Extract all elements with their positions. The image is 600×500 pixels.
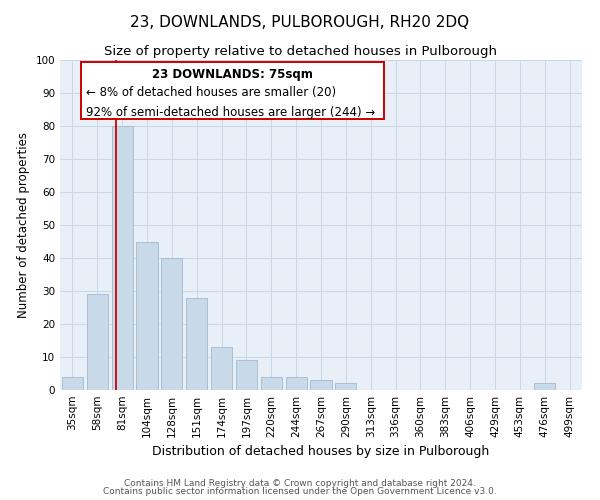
Bar xyxy=(310,380,332,390)
Text: Contains HM Land Registry data © Crown copyright and database right 2024.: Contains HM Land Registry data © Crown c… xyxy=(124,478,476,488)
Bar xyxy=(534,384,555,390)
Bar xyxy=(211,347,232,390)
Bar xyxy=(186,298,207,390)
Bar xyxy=(136,242,158,390)
Y-axis label: Number of detached properties: Number of detached properties xyxy=(17,132,30,318)
Bar xyxy=(236,360,257,390)
Bar xyxy=(161,258,182,390)
Bar xyxy=(62,377,83,390)
Bar xyxy=(335,384,356,390)
Bar xyxy=(112,126,133,390)
Text: 23, DOWNLANDS, PULBOROUGH, RH20 2DQ: 23, DOWNLANDS, PULBOROUGH, RH20 2DQ xyxy=(130,15,470,30)
Text: Size of property relative to detached houses in Pulborough: Size of property relative to detached ho… xyxy=(104,45,497,58)
Bar xyxy=(87,294,108,390)
Text: ← 8% of detached houses are smaller (20): ← 8% of detached houses are smaller (20) xyxy=(86,86,336,100)
Bar xyxy=(261,377,282,390)
Text: Contains public sector information licensed under the Open Government Licence v3: Contains public sector information licen… xyxy=(103,487,497,496)
Bar xyxy=(286,377,307,390)
Text: 92% of semi-detached houses are larger (244) →: 92% of semi-detached houses are larger (… xyxy=(86,106,376,119)
Text: 23 DOWNLANDS: 75sqm: 23 DOWNLANDS: 75sqm xyxy=(152,68,313,81)
X-axis label: Distribution of detached houses by size in Pulborough: Distribution of detached houses by size … xyxy=(152,446,490,458)
FancyBboxPatch shape xyxy=(81,62,383,120)
